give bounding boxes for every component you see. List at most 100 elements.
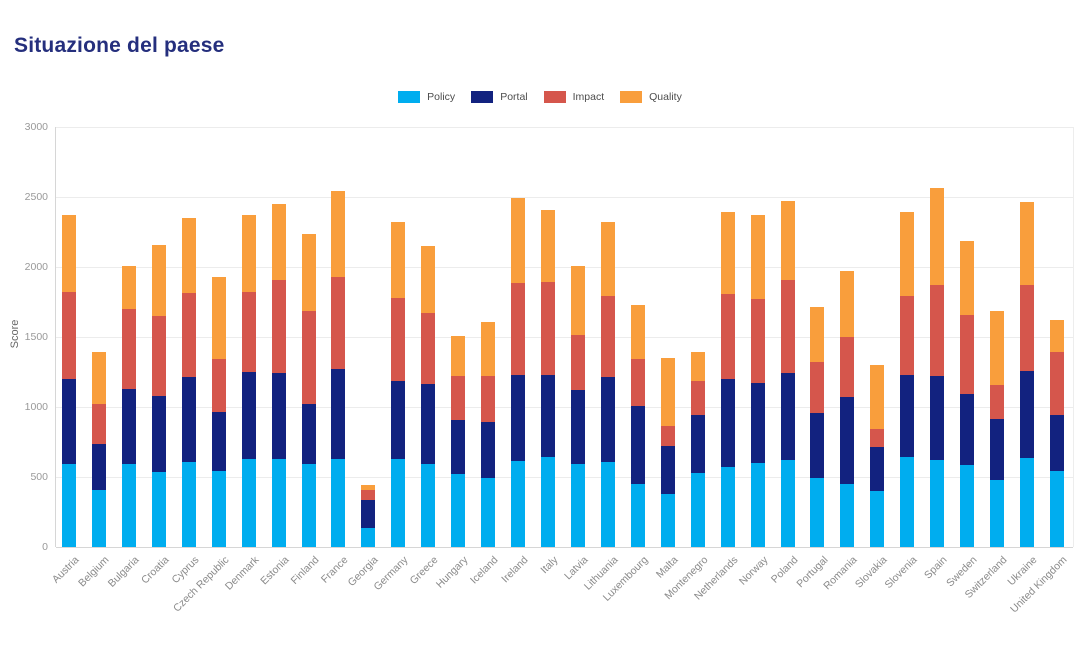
bar-segment-malta-impact[interactable] (660, 425, 675, 447)
bar-segment-iceland-quality[interactable] (481, 322, 496, 377)
bar-segment-italy-quality[interactable] (541, 210, 556, 283)
bar-segment-lithuania-quality[interactable] (600, 221, 615, 296)
bar-segment-belgium-impact[interactable] (91, 404, 106, 445)
bar-segment-georgia-portal[interactable] (361, 500, 376, 529)
bar-montenegro[interactable] (690, 352, 705, 547)
bar-segment-slovakia-impact[interactable] (870, 429, 885, 447)
bar-segment-germany-quality[interactable] (391, 221, 406, 298)
bar-segment-bulgaria-policy[interactable] (121, 463, 136, 547)
bar-segment-ukraine-portal[interactable] (1020, 371, 1035, 459)
bar-segment-malta-policy[interactable] (660, 493, 675, 547)
bar-luxembourg[interactable] (630, 304, 645, 547)
bar-segment-czech-republic-quality[interactable] (211, 276, 226, 359)
bar-segment-latvia-quality[interactable] (570, 266, 585, 335)
bar-segment-cyprus-portal[interactable] (181, 376, 196, 462)
bar-segment-portugal-impact[interactable] (810, 362, 825, 413)
bar-netherlands[interactable] (720, 212, 735, 547)
bar-segment-montenegro-impact[interactable] (690, 381, 705, 416)
bar-segment-luxembourg-policy[interactable] (630, 484, 645, 547)
legend-item-policy[interactable]: Policy (398, 91, 455, 103)
bar-segment-spain-quality[interactable] (930, 187, 945, 285)
bar-italy[interactable] (541, 210, 556, 547)
bar-segment-sweden-quality[interactable] (960, 241, 975, 316)
bar-segment-czech-republic-impact[interactable] (211, 358, 226, 412)
bar-segment-france-portal[interactable] (331, 369, 346, 459)
bar-malta[interactable] (660, 358, 675, 547)
bar-segment-latvia-impact[interactable] (570, 334, 585, 391)
bar-segment-lithuania-impact[interactable] (600, 295, 615, 377)
bar-segment-austria-impact[interactable] (62, 291, 76, 380)
bar-segment-croatia-quality[interactable] (151, 245, 166, 317)
bar-latvia[interactable] (570, 266, 585, 547)
bar-segment-slovenia-impact[interactable] (900, 296, 915, 375)
bar-segment-germany-impact[interactable] (391, 297, 406, 382)
bar-segment-belgium-quality[interactable] (91, 352, 106, 405)
bar-germany[interactable] (391, 221, 406, 547)
bar-segment-france-quality[interactable] (331, 191, 346, 277)
bar-slovenia[interactable] (900, 212, 915, 547)
bar-united-kingdom[interactable] (1050, 320, 1064, 547)
bar-segment-switzerland-quality[interactable] (990, 311, 1005, 385)
bar-segment-poland-portal[interactable] (780, 372, 795, 460)
bar-segment-cyprus-quality[interactable] (181, 218, 196, 293)
bar-cyprus[interactable] (181, 218, 196, 547)
bar-segment-ireland-portal[interactable] (511, 374, 526, 461)
bar-segment-georgia-quality[interactable] (361, 485, 376, 491)
bar-segment-denmark-policy[interactable] (241, 458, 256, 547)
bar-segment-luxembourg-quality[interactable] (630, 304, 645, 359)
bar-segment-estonia-portal[interactable] (271, 372, 286, 459)
bar-segment-sweden-portal[interactable] (960, 394, 975, 466)
bar-segment-united-kingdom-quality[interactable] (1050, 320, 1064, 352)
bar-estonia[interactable] (271, 204, 286, 547)
bar-segment-finland-impact[interactable] (301, 311, 316, 404)
bar-segment-slovakia-policy[interactable] (870, 491, 885, 547)
bar-romania[interactable] (840, 271, 855, 547)
bar-france[interactable] (331, 191, 346, 547)
bar-segment-germany-portal[interactable] (391, 381, 406, 459)
bar-segment-malta-portal[interactable] (660, 446, 675, 494)
bar-segment-estonia-quality[interactable] (271, 204, 286, 281)
bar-slovakia[interactable] (870, 365, 885, 547)
bar-segment-spain-impact[interactable] (930, 284, 945, 377)
bar-segment-ukraine-policy[interactable] (1020, 458, 1035, 547)
bar-segment-croatia-impact[interactable] (151, 316, 166, 396)
bar-segment-romania-impact[interactable] (840, 337, 855, 398)
bar-segment-finland-quality[interactable] (301, 234, 316, 312)
bar-ireland[interactable] (511, 198, 526, 547)
bar-segment-denmark-quality[interactable] (241, 214, 256, 293)
bar-segment-italy-impact[interactable] (541, 282, 556, 375)
bar-segment-denmark-impact[interactable] (241, 292, 256, 373)
bar-segment-slovenia-policy[interactable] (900, 456, 915, 547)
bar-poland[interactable] (780, 201, 795, 547)
bar-segment-greece-impact[interactable] (421, 312, 436, 384)
bar-belgium[interactable] (91, 352, 106, 547)
bar-segment-greece-quality[interactable] (421, 246, 436, 313)
bar-czech-republic[interactable] (211, 276, 226, 547)
bar-segment-spain-portal[interactable] (930, 376, 945, 461)
bar-segment-norway-quality[interactable] (750, 214, 765, 300)
bar-segment-iceland-impact[interactable] (481, 376, 496, 422)
bar-bulgaria[interactable] (121, 265, 136, 547)
bar-segment-hungary-impact[interactable] (451, 376, 466, 421)
bar-segment-romania-portal[interactable] (840, 397, 855, 484)
bar-segment-latvia-portal[interactable] (570, 390, 585, 464)
bar-segment-denmark-portal[interactable] (241, 372, 256, 459)
bar-segment-romania-policy[interactable] (840, 484, 855, 547)
bar-segment-bulgaria-impact[interactable] (121, 309, 136, 389)
bar-segment-switzerland-policy[interactable] (990, 479, 1005, 547)
bar-lithuania[interactable] (600, 221, 615, 547)
bar-segment-austria-quality[interactable] (62, 214, 76, 292)
bar-segment-norway-impact[interactable] (750, 299, 765, 383)
bar-segment-austria-portal[interactable] (62, 379, 76, 464)
bar-segment-malta-quality[interactable] (660, 358, 675, 426)
bar-segment-luxembourg-portal[interactable] (630, 405, 645, 484)
bar-segment-lithuania-policy[interactable] (600, 462, 615, 547)
bar-segment-ireland-quality[interactable] (511, 198, 526, 284)
bar-segment-austria-policy[interactable] (62, 463, 76, 547)
bar-segment-italy-portal[interactable] (541, 374, 556, 457)
bar-segment-united-kingdom-impact[interactable] (1050, 351, 1064, 416)
bar-segment-romania-quality[interactable] (840, 271, 855, 338)
bar-segment-slovakia-portal[interactable] (870, 446, 885, 491)
bar-segment-luxembourg-impact[interactable] (630, 358, 645, 406)
bar-iceland[interactable] (481, 322, 496, 547)
